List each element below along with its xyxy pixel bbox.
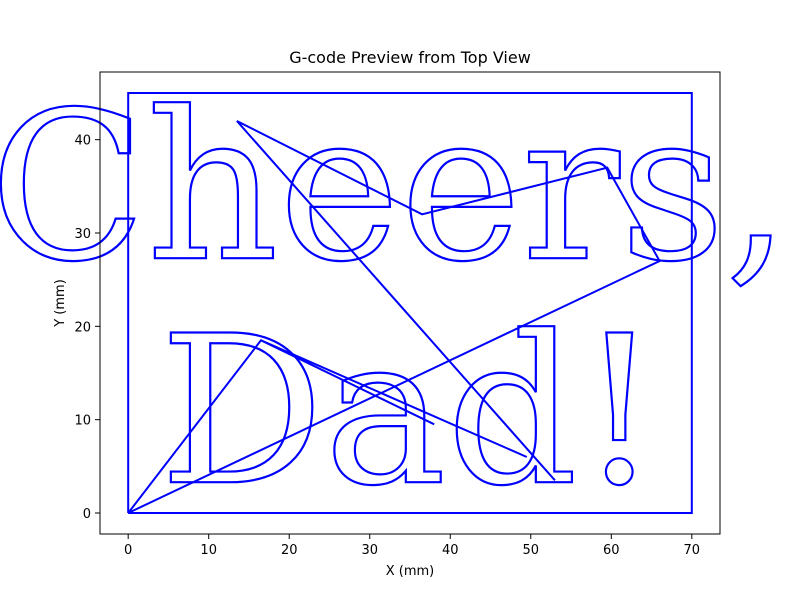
y-axis: 0 10 20 30 40 — [74, 134, 100, 522]
y-axis-label: Y (mm) — [53, 279, 68, 328]
axes-frame — [99, 71, 721, 535]
x-tick-label: 60 — [603, 543, 620, 558]
y-tick-label: 40 — [74, 134, 91, 149]
gcode-text-path-2: Dad! — [160, 292, 661, 531]
y-tick-label: 0 — [83, 507, 91, 522]
plot-area: Cheers,Dad! — [0, 67, 791, 532]
x-tick-label: 0 — [124, 543, 132, 558]
x-tick-label: 50 — [523, 543, 540, 558]
chart-title: G-code Preview from Top View — [289, 48, 531, 67]
x-tick-label: 40 — [442, 543, 459, 558]
x-tick-label: 10 — [200, 543, 217, 558]
x-tick-label: 30 — [361, 543, 378, 558]
x-axis: 0 10 20 30 40 50 60 70 — [124, 534, 700, 558]
y-tick-label: 30 — [74, 227, 91, 242]
x-tick-label: 20 — [281, 543, 298, 558]
x-tick-label: 70 — [684, 543, 701, 558]
travel-path-line — [127, 120, 661, 514]
gcode-text-path-1: Cheers, — [0, 68, 790, 307]
y-tick-label: 10 — [74, 414, 91, 429]
y-tick-label: 20 — [74, 320, 91, 335]
x-axis-label: X (mm) — [386, 564, 435, 579]
bed-boundary-line — [127, 92, 693, 514]
